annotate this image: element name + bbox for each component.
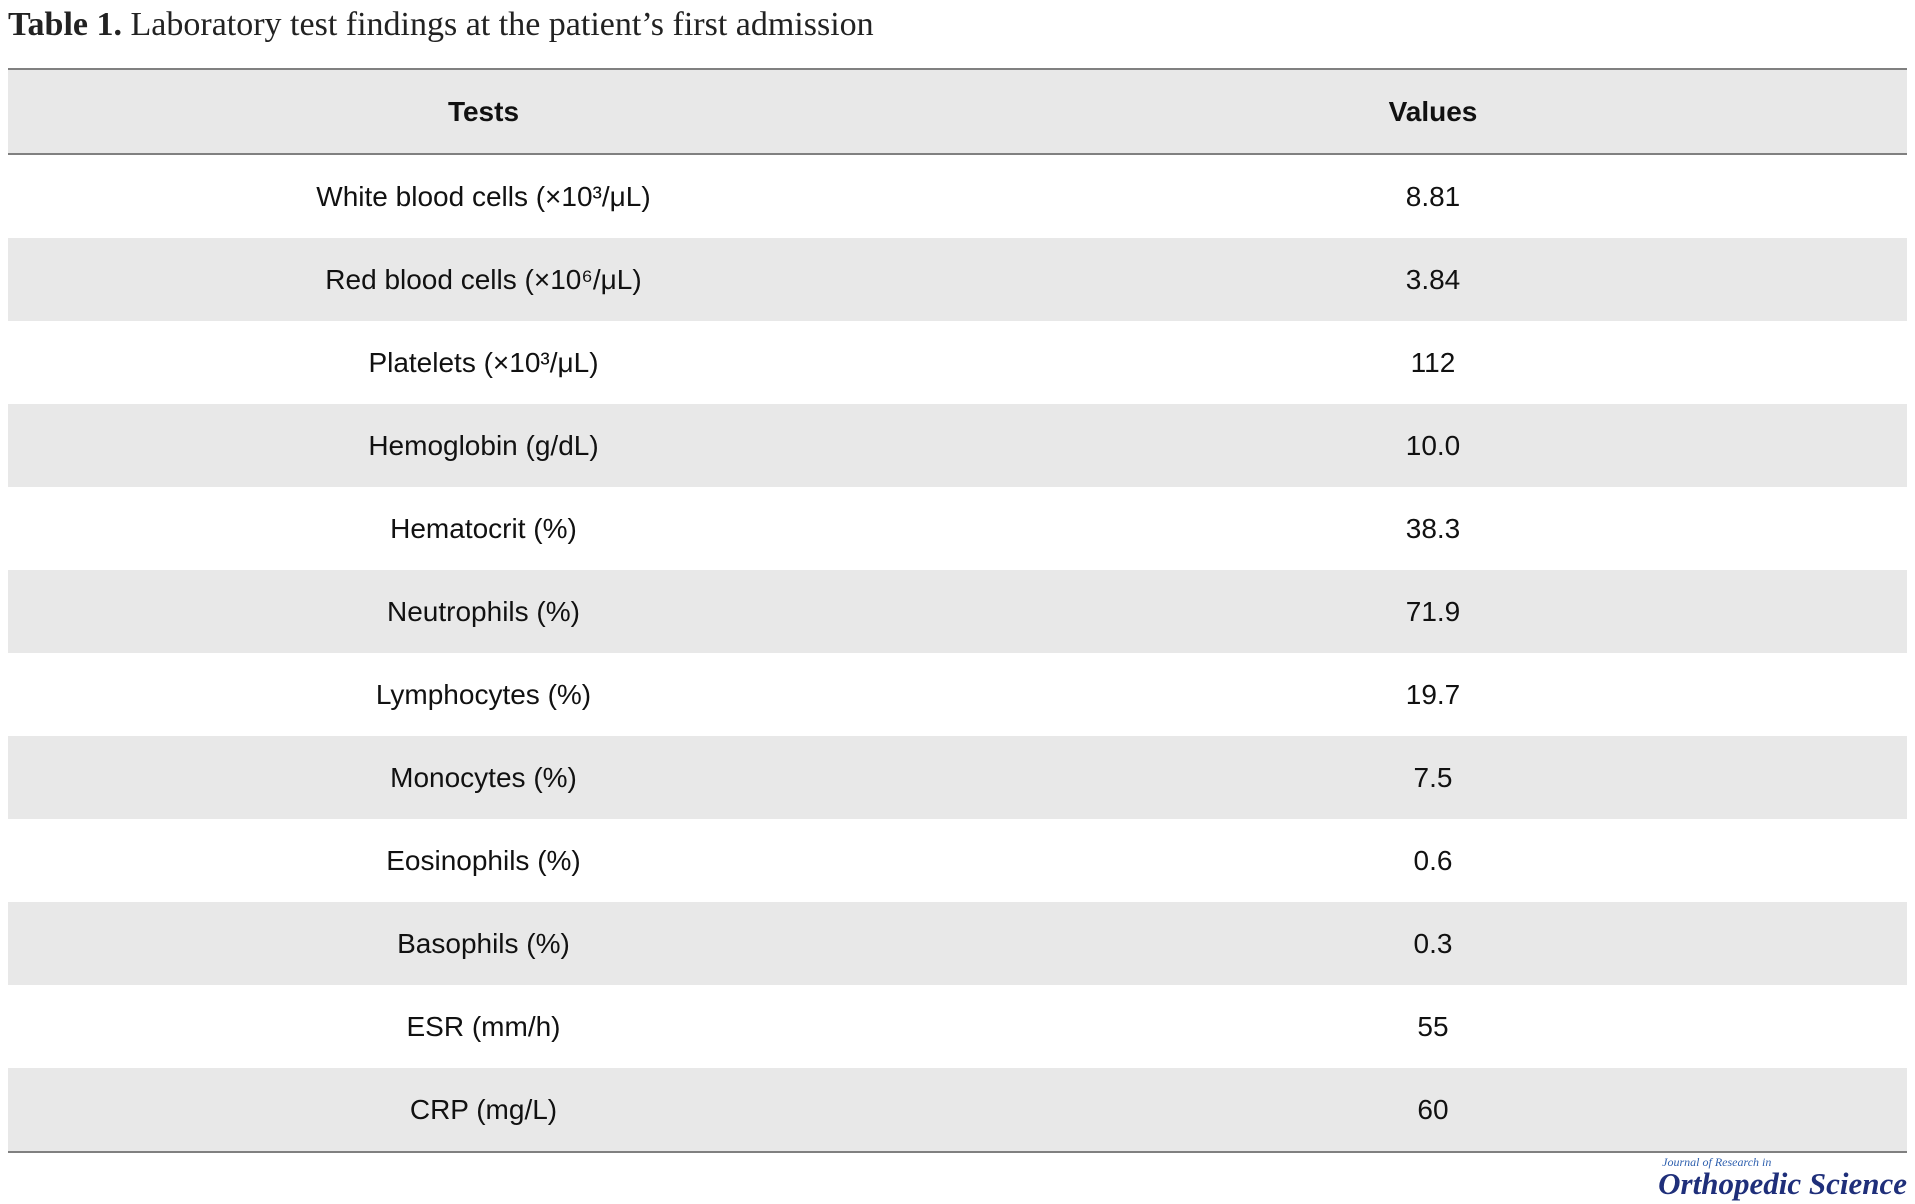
test-value-cell: 38.3	[1405, 512, 1461, 544]
table-row: Hematocrit (%) 38.3	[8, 487, 1907, 570]
table-row: Neutrophils (%) 71.9	[8, 570, 1907, 653]
table-row: ESR (mm/h) 55	[8, 985, 1907, 1068]
table-row: Basophils (%) 0.3	[8, 902, 1907, 985]
test-value-cell: 8.81	[1405, 180, 1461, 212]
test-name-cell: Hematocrit (%)	[390, 512, 577, 544]
test-value-cell: 19.7	[1405, 678, 1461, 710]
table-row: Eosinophils (%) 0.6	[8, 819, 1907, 902]
test-name-cell: Hemoglobin (g/dL)	[368, 429, 599, 461]
test-name-cell: ESR (mm/h)	[406, 1010, 561, 1042]
table-row: Red blood cells (×10⁶/μL) 3.84	[8, 238, 1907, 321]
column-header-tests: Tests	[447, 95, 520, 127]
test-value-cell: 7.5	[1413, 761, 1453, 793]
journal-logo-title: Orthopedic Science	[1658, 1166, 1907, 1201]
test-name-cell: CRP (mg/L)	[409, 1093, 558, 1125]
test-name-cell: Monocytes (%)	[390, 761, 577, 793]
table-caption-text: Laboratory test findings at the patient’…	[130, 6, 874, 43]
test-value-cell: 55	[1417, 1010, 1449, 1042]
test-value-cell: 112	[1410, 346, 1456, 378]
test-name-cell: Eosinophils (%)	[386, 844, 581, 876]
table-row: CRP (mg/L) 60	[8, 1068, 1907, 1151]
lab-results-table: Tests Values White blood cells (×10³/μL)…	[8, 68, 1907, 1153]
test-value-cell: 0.6	[1413, 844, 1453, 876]
test-name-cell: Platelets (×10³/μL)	[368, 346, 599, 378]
table-header-row: Tests Values	[8, 70, 1907, 155]
test-name-cell: Basophils (%)	[397, 927, 570, 959]
test-name-cell: Red blood cells (×10⁶/μL)	[325, 263, 642, 295]
test-name-cell: White blood cells (×10³/μL)	[316, 180, 651, 212]
table-row: Monocytes (%) 7.5	[8, 736, 1907, 819]
test-value-cell: 60	[1417, 1093, 1449, 1125]
test-name-cell: Lymphocytes (%)	[375, 678, 592, 710]
table-row: White blood cells (×10³/μL) 8.81	[8, 155, 1907, 238]
table-row: Lymphocytes (%) 19.7	[8, 653, 1907, 736]
journal-logo: Journal of Research in Orthopedic Scienc…	[1658, 1156, 1907, 1200]
test-value-cell: 0.3	[1413, 927, 1453, 959]
test-value-cell: 3.84	[1405, 263, 1461, 295]
table-caption: Table 1. Laboratory test findings at the…	[8, 6, 874, 44]
table-row: Platelets (×10³/μL) 112	[8, 321, 1907, 404]
journal-logo-subtitle: Journal of Research in	[1662, 1155, 1772, 1169]
table-row: Hemoglobin (g/dL) 10.0	[8, 404, 1907, 487]
test-name-cell: Neutrophils (%)	[387, 595, 580, 627]
table-caption-label: Table 1.	[8, 6, 123, 43]
test-value-cell: 10.0	[1405, 429, 1461, 461]
column-header-values: Values	[1388, 95, 1478, 127]
test-value-cell: 71.9	[1405, 595, 1461, 627]
